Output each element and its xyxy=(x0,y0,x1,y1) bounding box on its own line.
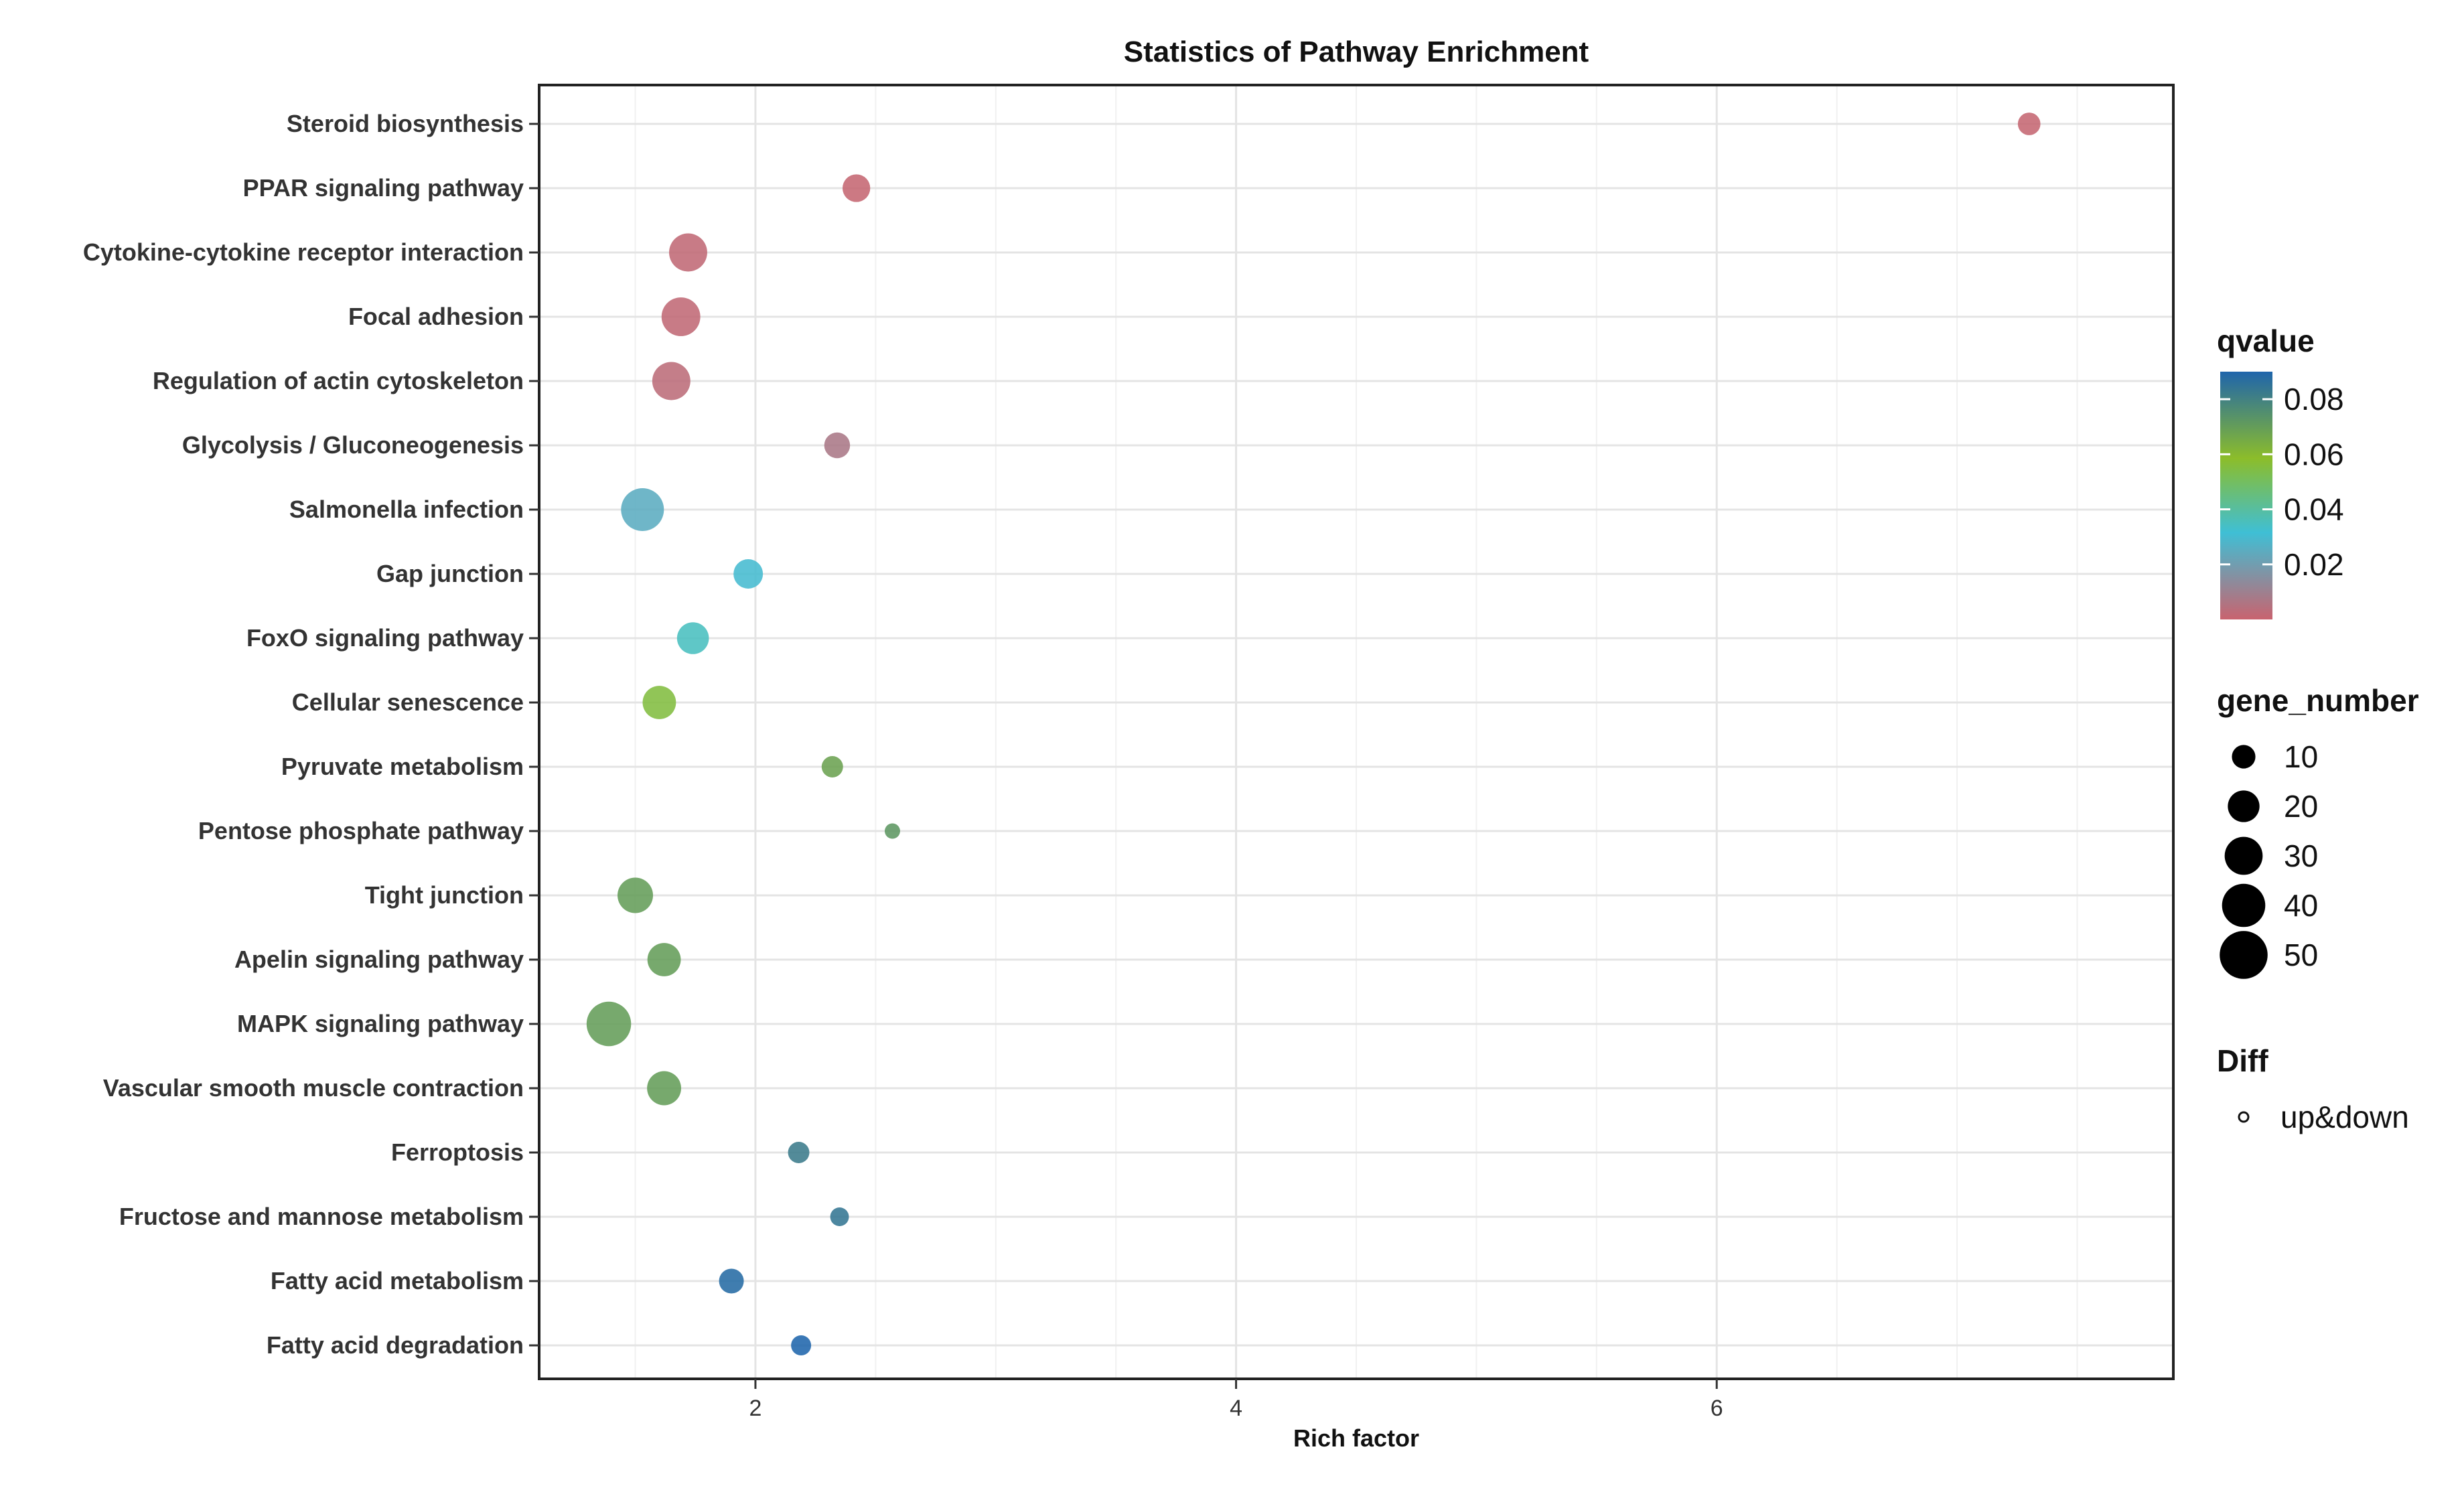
data-point xyxy=(2017,113,2041,135)
colorbar-tick-label: 0.06 xyxy=(2284,437,2344,471)
colorbar-tick-label: 0.02 xyxy=(2284,547,2344,582)
diff-legend-label: up&down xyxy=(2280,1100,2409,1134)
x-axis-ticks xyxy=(754,1379,1718,1389)
size-legend-label: 20 xyxy=(2284,789,2318,824)
data-point xyxy=(676,622,709,654)
data-point xyxy=(647,943,681,976)
data-point xyxy=(719,1268,744,1294)
data-point xyxy=(830,1207,849,1226)
y-tick-label: Focal adhesion xyxy=(348,303,524,330)
data-point xyxy=(791,1335,812,1356)
y-tick-label: Steroid biosynthesis xyxy=(287,110,524,137)
data-point xyxy=(586,1001,632,1047)
gene-number-legend-keys: 10 20 30 40 50 xyxy=(2220,739,2318,979)
y-axis-labels: Steroid biosynthesis PPAR signaling pathw… xyxy=(83,110,524,1359)
y-tick-label: Fatty acid metabolism xyxy=(271,1267,524,1294)
size-legend-key xyxy=(2228,790,2260,822)
data-point xyxy=(647,1071,682,1106)
x-axis-title: Rich factor xyxy=(1293,1424,1419,1452)
data-point xyxy=(788,1142,810,1163)
diff-legend-title: Diff xyxy=(2217,1043,2268,1078)
y-tick-label: PPAR signaling pathway xyxy=(243,174,524,202)
colorbar-tick-label: 0.08 xyxy=(2284,382,2344,417)
plot-panel-border xyxy=(538,84,2175,1380)
x-axis-tick-labels: 2 4 6 xyxy=(749,1396,1723,1421)
data-point xyxy=(824,432,851,459)
data-points xyxy=(586,113,2041,1356)
x-gridlines xyxy=(634,85,2078,1379)
data-point xyxy=(821,756,843,777)
data-point xyxy=(618,877,654,913)
data-point xyxy=(652,362,691,400)
y-gridlines xyxy=(539,123,2173,1347)
size-legend-key xyxy=(2224,836,2263,875)
y-axis-ticks xyxy=(529,123,539,1347)
y-tick-label: Apelin signaling pathway xyxy=(234,946,524,973)
y-tick-label: Fatty acid degradation xyxy=(267,1331,524,1359)
y-tick-label: Pentose phosphate pathway xyxy=(198,817,524,844)
gene-number-legend: gene_number 10 20 30 40 50 xyxy=(2217,683,2419,979)
size-legend-label: 40 xyxy=(2284,888,2318,923)
y-tick-label: Gap junction xyxy=(376,560,524,587)
size-legend-label: 10 xyxy=(2284,739,2318,774)
y-tick-label: MAPK signaling pathway xyxy=(237,1010,524,1037)
data-point xyxy=(884,823,900,839)
qvalue-legend: qvalue 0.08 0.06 0.04 0.02 xyxy=(2217,323,2344,619)
qvalue-legend-title: qvalue xyxy=(2217,323,2315,358)
x-tick-label: 2 xyxy=(749,1396,762,1421)
data-point xyxy=(733,559,764,589)
size-legend-key xyxy=(2222,883,2266,927)
data-point xyxy=(669,233,707,272)
size-legend-key xyxy=(2232,745,2256,769)
size-legend-key xyxy=(2220,931,2268,979)
size-legend-label: 50 xyxy=(2284,938,2318,972)
diff-legend-key xyxy=(2238,1111,2250,1123)
y-tick-label: Pyruvate metabolism xyxy=(281,753,524,780)
y-tick-label: Tight junction xyxy=(365,881,524,909)
gene-number-legend-title: gene_number xyxy=(2217,683,2419,718)
y-tick-label: Glycolysis / Gluconeogenesis xyxy=(182,431,524,459)
data-point xyxy=(661,297,701,336)
y-tick-label: Cytokine-cytokine receptor interaction xyxy=(83,238,524,266)
data-point xyxy=(842,174,871,202)
y-tick-label: Fructose and mannose metabolism xyxy=(119,1203,524,1230)
qvalue-colorbar-ticks: 0.08 0.06 0.04 0.02 xyxy=(2220,382,2344,582)
data-point xyxy=(621,488,664,531)
y-tick-label: Salmonella infection xyxy=(289,496,524,523)
qvalue-colorbar xyxy=(2220,372,2272,619)
size-legend-label: 30 xyxy=(2284,838,2318,873)
y-tick-label: Regulation of actin cytoskeleton xyxy=(153,367,524,394)
x-tick-label: 4 xyxy=(1230,1396,1242,1421)
y-tick-label: Vascular smooth muscle contraction xyxy=(103,1074,524,1102)
data-point xyxy=(642,686,676,719)
y-tick-label: FoxO signaling pathway xyxy=(246,624,524,652)
colorbar-tick-label: 0.04 xyxy=(2284,492,2344,527)
x-tick-label: 6 xyxy=(1711,1396,1723,1421)
diff-legend: Diff up&down xyxy=(2217,1043,2409,1134)
chart-title: Statistics of Pathway Enrichment xyxy=(1124,35,1589,68)
y-tick-label: Ferroptosis xyxy=(391,1138,524,1166)
y-tick-label: Cellular senescence xyxy=(292,688,524,716)
